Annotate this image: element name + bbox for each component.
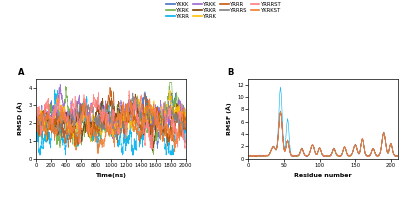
Text: A: A xyxy=(18,68,24,77)
X-axis label: Time(ns): Time(ns) xyxy=(95,173,126,178)
Y-axis label: RMSD (Å): RMSD (Å) xyxy=(17,102,23,136)
Text: B: B xyxy=(228,68,234,77)
Y-axis label: RMSF (Å): RMSF (Å) xyxy=(226,102,232,135)
X-axis label: Residue number: Residue number xyxy=(294,173,352,178)
Legend: YKKK, YKRK, YKRR, YRKK, YRKR, YRRK, YRRR, YRRRS, YRRRST, YKRKST: YKKK, YKRK, YKRR, YRKK, YRKR, YRRK, YRRR… xyxy=(166,2,282,19)
